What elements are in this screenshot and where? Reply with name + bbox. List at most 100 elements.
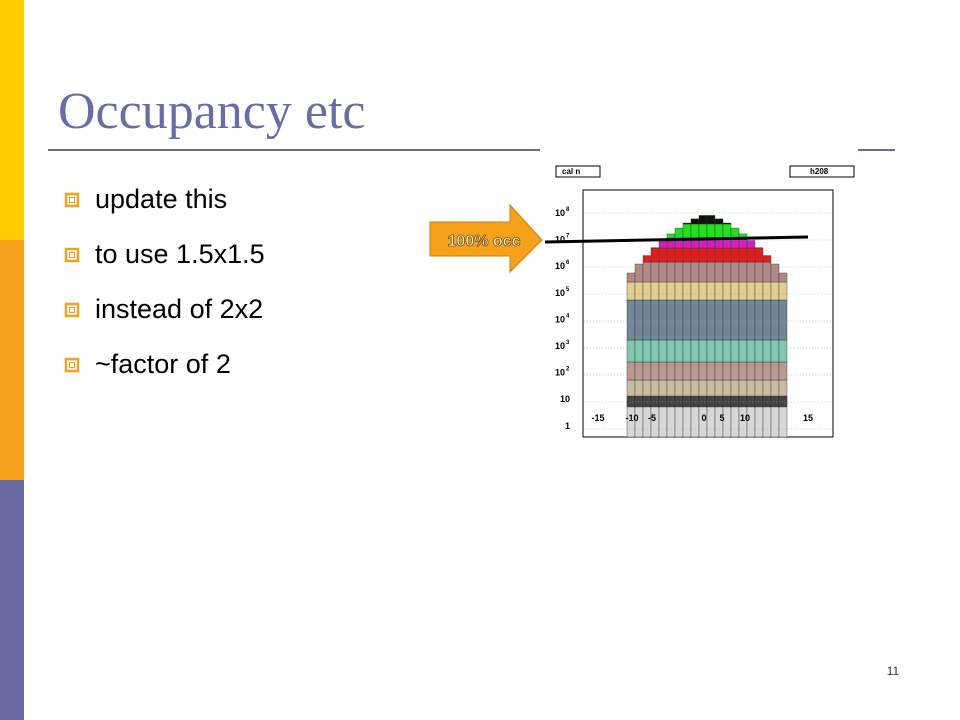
bullet-text: instead of 2x2	[95, 294, 263, 324]
lego-cell	[634, 379, 644, 397]
lego-cell	[634, 299, 644, 341]
lego-cell	[626, 272, 636, 283]
lego-cell	[754, 247, 764, 263]
lego-cell	[666, 281, 676, 301]
lego-cell	[666, 261, 676, 283]
y-label: 10	[560, 394, 570, 404]
threshold-line	[544, 235, 809, 244]
lego-cell	[674, 261, 684, 283]
lego-cell	[738, 281, 748, 301]
lego-cell	[642, 379, 652, 397]
lego-cell	[650, 361, 660, 381]
lego-cell	[714, 247, 724, 263]
y-label-exponent: 6	[566, 260, 570, 266]
lego-cell	[642, 299, 652, 341]
lego-cell	[690, 395, 700, 408]
lego-cell	[746, 247, 756, 263]
lego-cell	[658, 379, 668, 397]
lego-cell	[706, 361, 716, 381]
bullet-icon-inner	[69, 252, 75, 258]
lego-cell	[722, 379, 732, 397]
lego-cell	[762, 339, 772, 363]
y-label-base: 10	[555, 208, 565, 218]
lego-cell	[698, 215, 708, 225]
y-label-exponent: 7	[566, 234, 570, 240]
x-label: 0	[701, 413, 706, 423]
lego-cell	[706, 281, 716, 301]
lego-cell	[658, 339, 668, 363]
lego-cell	[658, 361, 668, 381]
lego-cell	[626, 361, 636, 381]
x-label: -10	[625, 413, 638, 423]
lego-cell	[738, 379, 748, 397]
lego-cell	[706, 339, 716, 363]
side-bar-middle	[0, 240, 24, 480]
lego-cell	[754, 379, 764, 397]
lego-cell	[690, 247, 700, 263]
lego-cell	[714, 339, 724, 363]
y-label-exponent: 5	[566, 287, 570, 293]
lego-cell	[754, 299, 764, 341]
lego-cell	[690, 339, 700, 363]
lego-cell	[674, 361, 684, 381]
lego-cell	[706, 379, 716, 397]
lego-cell	[642, 361, 652, 381]
lego-cell	[682, 223, 692, 239]
lego-cell	[762, 261, 772, 283]
lego-cell	[722, 281, 732, 301]
side-bar-bottom	[0, 480, 24, 720]
lego-cell	[690, 218, 700, 225]
lego-cell	[658, 281, 668, 301]
lego-cell	[730, 227, 740, 239]
name-box	[789, 165, 855, 178]
y-label-base: 10	[555, 368, 565, 378]
arrow	[429, 203, 543, 274]
lego-cell	[666, 247, 676, 263]
lego-cell	[698, 361, 708, 381]
lego-cell	[770, 263, 780, 283]
lego-cell	[698, 261, 708, 283]
lego-cell	[762, 379, 772, 397]
lego-cell	[626, 379, 636, 397]
lego-cell	[698, 339, 708, 363]
lego-cell	[706, 223, 716, 239]
lego-cell	[754, 261, 764, 283]
lego-cell	[778, 281, 788, 301]
stats-box	[555, 165, 601, 178]
x-label: 5	[719, 413, 724, 423]
lego-cell	[698, 247, 708, 263]
lego-cell	[714, 361, 724, 381]
lego-cell	[690, 223, 700, 239]
lego-cell	[642, 395, 652, 408]
lego-cell	[690, 299, 700, 341]
lego-cell	[626, 281, 636, 301]
lego-cell	[626, 395, 636, 408]
lego-cell	[682, 339, 692, 363]
lego-cell	[730, 299, 740, 341]
lego-cell	[650, 247, 660, 263]
lego-cell	[698, 299, 708, 341]
lego-cell	[770, 299, 780, 341]
lego-cell	[746, 339, 756, 363]
lego-cell	[746, 379, 756, 397]
lego-cell	[738, 261, 748, 283]
lego-cell	[698, 395, 708, 408]
lego-cell	[706, 247, 716, 263]
lego-cell	[714, 379, 724, 397]
lego-cell	[762, 281, 772, 301]
lego-cell	[730, 339, 740, 363]
lego-cell	[762, 361, 772, 381]
side-bar-top	[0, 0, 24, 240]
lego-cell	[674, 247, 684, 263]
lego-cell	[714, 218, 724, 225]
y-label-exponent: 4	[566, 313, 570, 319]
lego-cell	[674, 227, 684, 239]
bullet-icon-inner	[69, 197, 75, 203]
lego-cell	[682, 299, 692, 341]
lego-cell	[722, 395, 732, 408]
lego-cell	[682, 222, 692, 225]
lego-cell	[754, 339, 764, 363]
lego-cell	[626, 299, 636, 341]
